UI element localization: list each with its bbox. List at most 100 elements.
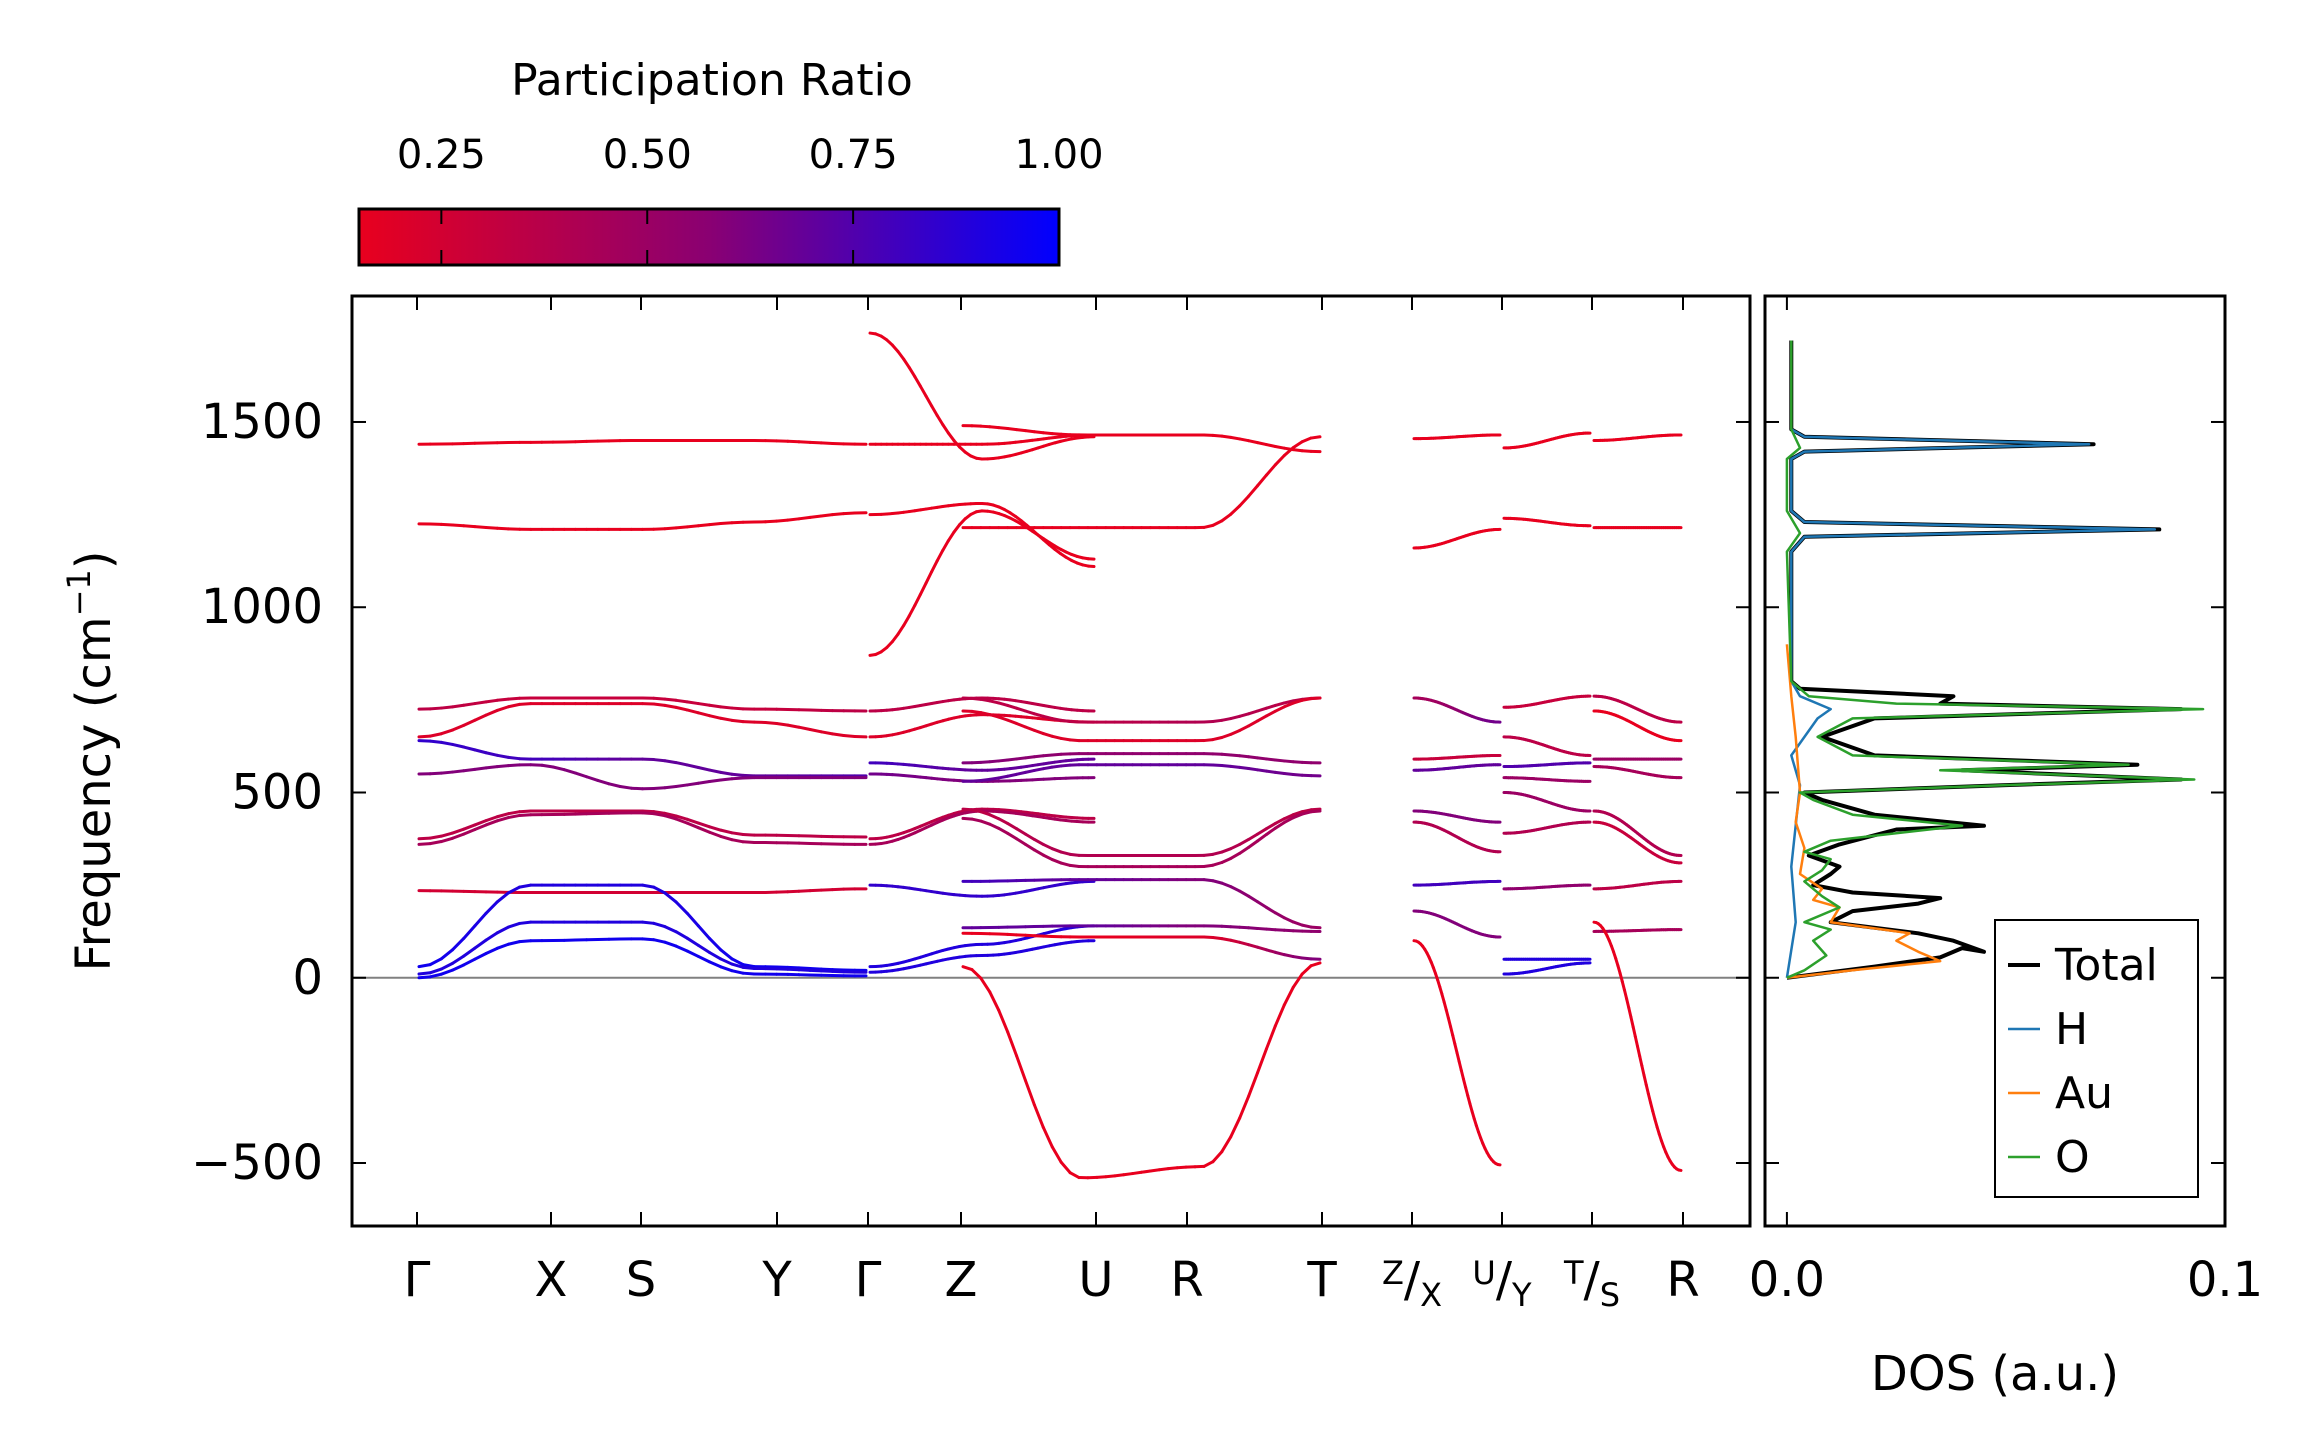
band-segment (907, 603, 917, 618)
band-segment (1291, 920, 1304, 927)
dos-x-axis-label: DOS (a.u.) (1871, 1346, 2119, 1402)
k-point-label: X (535, 1252, 568, 1308)
legend-label-h: H (2055, 1004, 2088, 1055)
band-segment (641, 811, 656, 816)
band-segment (924, 394, 934, 408)
band-segment (1202, 523, 1215, 529)
band-segment (1282, 953, 1295, 959)
band-segment (808, 514, 823, 519)
band-segment (1220, 1135, 1233, 1154)
band-segment (518, 920, 533, 925)
colorbar-tick-label: 1.00 (1014, 132, 1103, 178)
band-segment (946, 431, 956, 443)
band-segment (1238, 712, 1251, 718)
band-segment (428, 957, 443, 967)
k-point-label: T (1306, 1252, 1337, 1308)
band-segment (1023, 768, 1036, 774)
band-segment (988, 990, 1001, 1012)
band-segment (674, 944, 689, 953)
band-segment (935, 548, 945, 563)
band-segment (1211, 850, 1224, 856)
band-segment (696, 943, 712, 954)
band-segment (1202, 1160, 1215, 1168)
band-segment (730, 776, 745, 781)
band-segment (797, 968, 812, 972)
band-segment (495, 526, 510, 531)
k-label-sub: X (1420, 1276, 1442, 1314)
band-segment (1015, 770, 1027, 776)
band-segment (451, 954, 466, 965)
band-segment (652, 938, 667, 944)
band-segment (988, 822, 1001, 830)
band-segment (786, 889, 801, 894)
band-segment (1220, 937, 1233, 942)
band-segment (696, 780, 712, 785)
band-segment (797, 440, 812, 444)
y-tick-label: −500 (191, 1135, 323, 1191)
band-segment (1291, 955, 1304, 960)
band-segment (708, 950, 723, 961)
band-segment (1059, 736, 1072, 742)
band-segment (1006, 821, 1019, 831)
band-segment (730, 706, 745, 711)
band-segment (1041, 714, 1054, 721)
band-segment (1282, 701, 1295, 709)
band-segment (462, 828, 477, 836)
band-segment (1023, 709, 1036, 716)
band-segment (808, 966, 823, 971)
band-segment (1247, 943, 1260, 949)
k-point-label: U/Y (1472, 1252, 1532, 1314)
band-segment (1015, 1054, 1027, 1083)
band-segment (708, 522, 723, 527)
band-segment (1238, 437, 1251, 443)
band-segment (451, 723, 466, 732)
y-axis-label: Frequency (cm−1) (60, 550, 122, 971)
band-segment (1300, 923, 1313, 929)
band-segment (890, 632, 900, 644)
band-segment (830, 512, 846, 517)
band-segment (696, 826, 712, 834)
band-segment (484, 815, 499, 823)
band-segment (663, 814, 678, 821)
band-segment (1282, 985, 1295, 1007)
band-segment (930, 404, 939, 418)
dos-line-total (1786, 340, 2184, 980)
band-segment (1256, 1047, 1268, 1075)
band-segment (685, 763, 700, 769)
band-segment (696, 702, 712, 707)
band-segment (1631, 1025, 1637, 1039)
band-segment (808, 728, 823, 734)
band-segment (1229, 938, 1242, 944)
band-segment (506, 702, 522, 709)
band-segment (730, 838, 745, 844)
band-segment (1264, 443, 1277, 448)
y-tick-label: 1000 (201, 579, 323, 635)
band-segment (685, 949, 700, 958)
band-segment (663, 891, 678, 904)
band-segment (1273, 444, 1286, 450)
band-segment (652, 885, 667, 895)
dos-axes-frame (1763, 294, 2227, 1228)
band-segment (529, 763, 544, 767)
band-segment (708, 960, 723, 969)
band-segment (997, 817, 1010, 825)
band-segment (997, 1008, 1010, 1034)
colorbar-tick-label: 0.25 (397, 132, 486, 178)
band-segment (708, 714, 723, 720)
band-segment (1059, 1160, 1072, 1175)
band-segment (1211, 519, 1224, 527)
band-segment (830, 732, 846, 738)
band-segment (1282, 699, 1295, 705)
band-segment (1457, 1060, 1463, 1072)
band-segment (935, 414, 945, 427)
band-segment (1050, 858, 1063, 865)
band-segment (1264, 769, 1277, 774)
band-segment (451, 742, 466, 749)
band-segment (1032, 1103, 1045, 1129)
band-segment (1238, 724, 1251, 732)
band-segment (1229, 435, 1242, 441)
band-segment (1273, 950, 1286, 957)
band-segment (918, 384, 928, 398)
k-point-label: U (1078, 1252, 1113, 1308)
y-axis-label-close: ) (66, 550, 122, 569)
